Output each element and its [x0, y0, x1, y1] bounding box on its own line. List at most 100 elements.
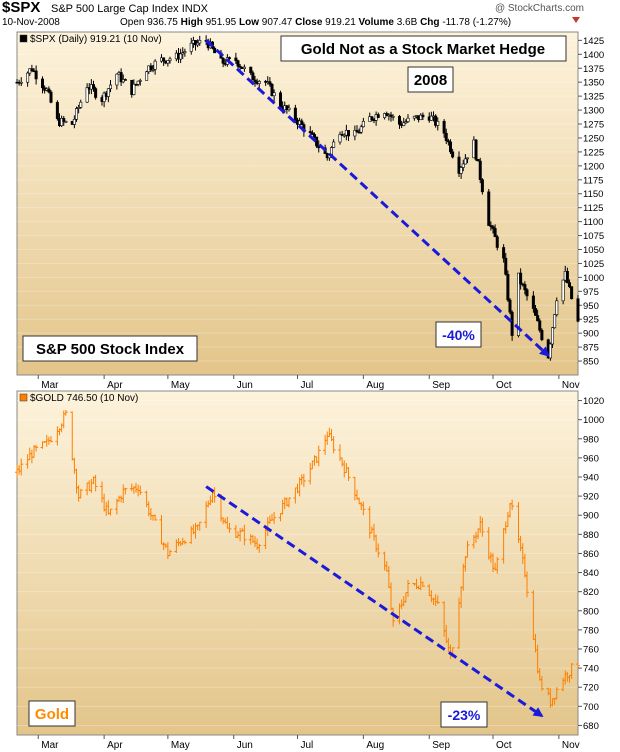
y-tick-label: 740 [583, 664, 599, 675]
candle-body [519, 272, 523, 285]
y-tick-label: 1425 [583, 36, 604, 47]
candle-body [106, 88, 110, 97]
candle-body [183, 51, 187, 54]
y-tick-label: 960 [583, 453, 599, 464]
y-tick-label: 1075 [583, 231, 604, 242]
candle-body [60, 118, 64, 126]
candle-body [570, 286, 574, 300]
candle-body [270, 83, 274, 97]
candle-body [253, 79, 257, 83]
candle-body [567, 282, 571, 287]
high-label: High [180, 17, 203, 28]
candle-body [361, 121, 365, 128]
candle-body [525, 289, 529, 297]
close-value: 919.21 [325, 17, 356, 28]
legend-swatch [19, 34, 28, 43]
plot-area-0 [16, 31, 579, 376]
y-tick-label: 840 [583, 568, 599, 579]
candle-body [168, 58, 172, 61]
candle-body [531, 295, 535, 309]
candle-body [19, 81, 23, 84]
candle-body [516, 272, 520, 336]
candle-body [457, 156, 461, 174]
candle-body [94, 88, 98, 98]
candle-body [397, 116, 401, 125]
candle-body [92, 84, 96, 89]
y-tick-label: 1175 [583, 175, 603, 186]
candle-body [346, 130, 350, 137]
candle-body [402, 122, 406, 126]
candle-body [228, 57, 232, 59]
price-series-1 [15, 409, 580, 708]
candle-body [134, 83, 138, 86]
candle-body [234, 57, 238, 61]
x-tick-label: Sep [432, 380, 450, 391]
candle-body [533, 308, 537, 316]
y-tick-label: 1000 [583, 415, 604, 426]
down-arrow-icon [572, 17, 580, 23]
candle-body [451, 151, 455, 158]
candle-body [376, 114, 380, 118]
candle-body [421, 114, 425, 118]
candle-body [446, 140, 450, 143]
chart-title: Gold Not as a Stock Market Hedge [301, 41, 545, 58]
chg-label: Chg [420, 17, 440, 28]
y-tick-label: 720 [583, 683, 599, 694]
y-tick-label: 1400 [583, 50, 604, 61]
y-tick-label: 1350 [583, 78, 604, 89]
y-tick-label: 700 [583, 702, 599, 713]
candle-body [491, 226, 495, 229]
y-tick-label: 1020 [583, 396, 604, 407]
y-tick-label: 900 [583, 511, 599, 522]
y-tick-label: 940 [583, 473, 599, 484]
candle-body [434, 115, 438, 126]
chg-value: -11.78 (-1.27%) [442, 17, 512, 28]
candle-body [308, 131, 312, 134]
y-tick-label: 1000 [583, 273, 604, 284]
candle-body [448, 141, 452, 153]
candle-body [463, 158, 467, 165]
year-box [407, 66, 454, 93]
candle-body [565, 271, 569, 283]
x-tick-label: Jun [237, 380, 253, 391]
candle-body [123, 79, 127, 81]
candle-body [85, 87, 89, 103]
candle-body [404, 121, 408, 124]
candle-body [495, 236, 499, 248]
y-tick-label: 1300 [583, 106, 604, 117]
candle-body [293, 107, 297, 121]
trend-arrow-0 [205, 39, 550, 357]
gold-annotation-box [440, 701, 488, 728]
gold-annotation: -23% [448, 707, 481, 723]
y-tick-label: 1025 [583, 259, 604, 270]
candle-body [47, 88, 51, 93]
candle-body [508, 299, 512, 313]
index-name: S&P 500 Large Cap Index INDX [51, 3, 208, 15]
candle-body [510, 311, 514, 336]
y-tick-label: 950 [583, 301, 599, 312]
candle-body [278, 92, 282, 107]
y-tick-label: 1050 [583, 245, 604, 256]
x-tick-label: Mar [41, 380, 59, 391]
candle-body [465, 157, 469, 160]
y-tick-label: 1225 [583, 147, 604, 158]
candle-body [75, 108, 79, 120]
y-tick-label: 1150 [583, 189, 603, 200]
candle-body [538, 320, 542, 331]
candle-body [391, 116, 395, 118]
x-tick-label: Apr [107, 740, 123, 751]
title-box [280, 35, 567, 62]
candle-body [506, 273, 510, 301]
candle-body [251, 72, 255, 81]
candle-body [119, 72, 123, 83]
candle-body [412, 115, 416, 119]
y-tick-label: 850 [583, 357, 599, 368]
candle-body [72, 118, 76, 125]
candle-body [34, 70, 38, 80]
y-tick-label: 1375 [583, 64, 604, 75]
annotation-box [435, 321, 482, 348]
annotation: -40% [442, 327, 475, 343]
candle-body [536, 315, 540, 322]
candle-body [268, 81, 272, 85]
candle-body [540, 329, 544, 341]
